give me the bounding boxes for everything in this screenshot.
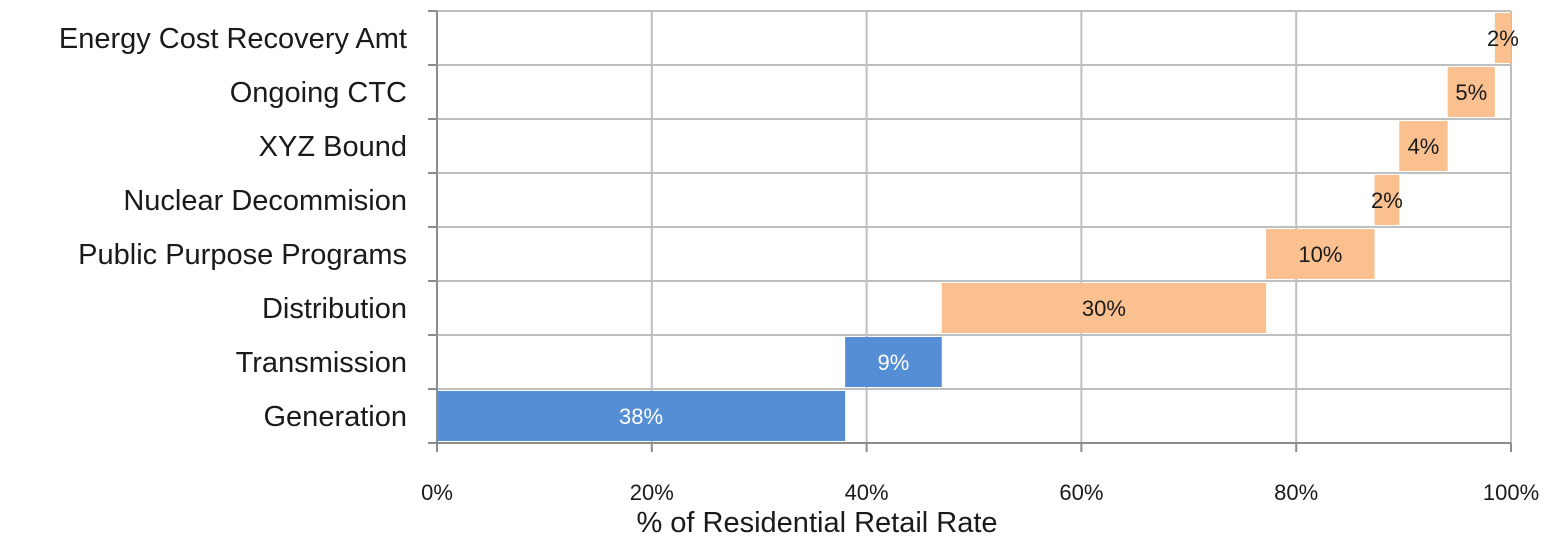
category-label: Ongoing CTC [230,77,407,109]
x-tick-label: 20% [630,480,674,505]
category-label: Nuclear Decommision [123,185,407,217]
bar [437,391,846,441]
data-label: 5% [1455,80,1487,105]
x-tick-labels: 0% 20% 40% 60% 80% 100% [421,480,1539,505]
data-label: 4% [1408,134,1440,159]
axes [428,10,1512,452]
category-label: XYZ Bound [259,131,407,163]
x-tick-label: 100% [1483,480,1539,505]
category-label: Transmission [236,347,407,379]
bar [1266,229,1375,279]
category-label: Distribution [262,293,407,325]
data-label: 9% [878,350,910,375]
data-label: 10% [1298,242,1342,267]
bar [1447,67,1495,117]
bar [1374,175,1400,225]
data-label: 30% [1082,296,1126,321]
data-label: 38% [619,404,663,429]
category-label: Energy Cost Recovery Amt [59,23,407,55]
gridlines [437,10,1512,444]
bar [845,337,942,387]
x-tick-label: 40% [845,480,889,505]
bar [1399,121,1448,171]
data-label: 2% [1487,26,1519,51]
category-label: Generation [264,401,408,433]
bars: 38% 9% 30% 10% 2% 4% 5% 2% [437,13,1519,441]
bar [1494,13,1511,63]
data-label: 2% [1371,188,1403,213]
x-axis-title: % of Residential Retail Rate [636,507,997,539]
x-tick-label: 0% [421,480,453,505]
x-tick-label: 80% [1274,480,1318,505]
bar [941,283,1267,333]
category-label: Public Purpose Programs [78,239,407,271]
x-tick-label: 60% [1059,480,1103,505]
category-labels: Generation Transmission Distribution Public… [59,23,407,433]
